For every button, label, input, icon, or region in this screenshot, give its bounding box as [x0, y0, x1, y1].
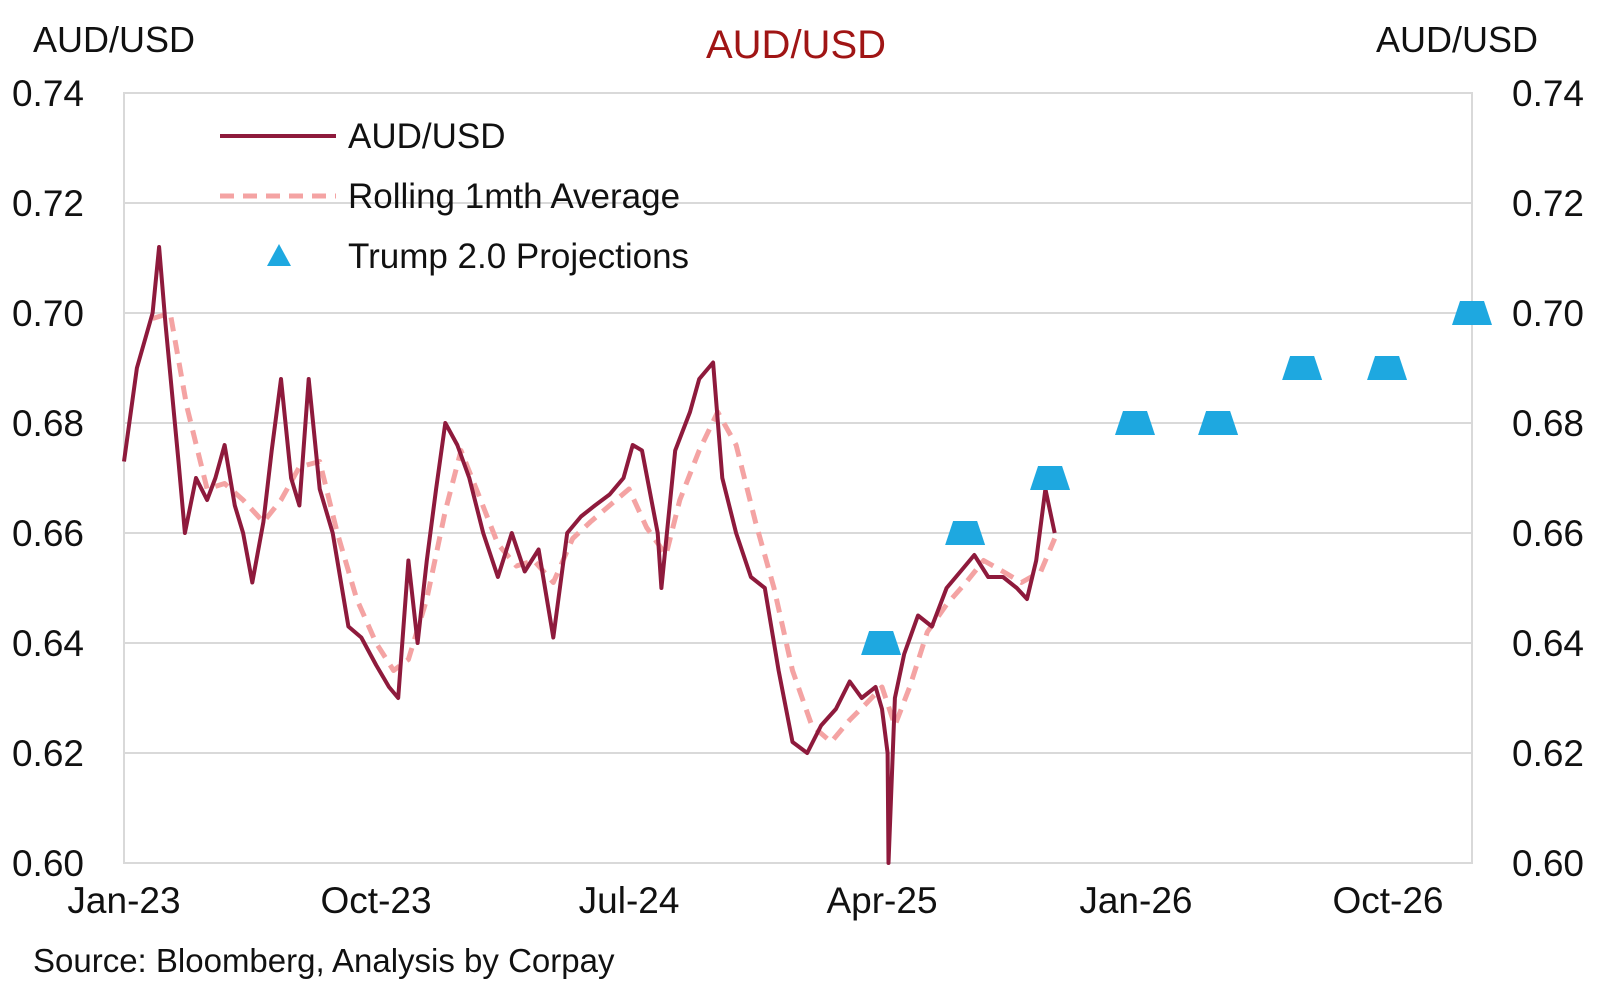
projection-marker: [945, 521, 986, 545]
left-axis-unit: AUD/USD: [33, 19, 195, 60]
projection-marker: [1198, 411, 1239, 435]
legend-label-projection: Trump 2.0 Projections: [348, 237, 689, 276]
y-tick-label-right: 0.64: [1512, 623, 1584, 664]
x-tick-label: Jan-23: [67, 880, 180, 921]
y-tick-label-left: 0.64: [12, 623, 84, 664]
y-tick-label-right: 0.66: [1512, 513, 1584, 554]
projection-marker: [1367, 356, 1408, 380]
y-tick-label-right: 0.68: [1512, 403, 1584, 444]
chart-title: AUD/USD: [706, 23, 886, 67]
y-tick-label-left: 0.68: [12, 403, 84, 444]
plot-frame: [123, 92, 1473, 864]
x-tick-label: Apr-25: [826, 880, 937, 921]
x-tick-labels: Jan-23 Oct-23 Jul-24 Apr-25 Jan-26 Oct-26: [67, 880, 1443, 921]
series-audusd: [122, 245, 1057, 865]
y-tick-label-right: 0.60: [1512, 843, 1584, 884]
y-tick-label-right: 0.70: [1512, 293, 1584, 334]
legend: AUD/USD Rolling 1mth Average Trump 2.0 P…: [220, 117, 689, 276]
y-tick-label-left: 0.72: [12, 183, 84, 224]
y-tick-label-right: 0.74: [1512, 73, 1584, 114]
projection-marker: [1115, 411, 1155, 435]
y-tick-label-left: 0.74: [12, 73, 84, 114]
x-tick-label: Jan-26: [1079, 880, 1192, 921]
projection-marker: [1030, 466, 1071, 490]
grid-lines: [124, 92, 1472, 864]
y-tick-label-left: 0.66: [12, 513, 84, 554]
x-tick-label: Oct-26: [1332, 880, 1443, 921]
y-tick-label-right: 0.72: [1512, 183, 1584, 224]
x-tick-label: Jul-24: [579, 880, 680, 921]
legend-label-audusd: AUD/USD: [348, 117, 506, 156]
y-tick-labels: 0.74 0.74 0.72 0.72 0.70 0.70 0.68 0.68 0.66 0.66…: [12, 73, 1584, 884]
y-tick-label-right: 0.62: [1512, 733, 1584, 774]
projection-marker: [1282, 356, 1323, 380]
y-tick-label-left: 0.60: [12, 843, 84, 884]
series-layer: [122, 245, 1492, 865]
x-tick-label: Oct-23: [321, 880, 432, 921]
projection-marker: [1452, 301, 1492, 325]
legend-swatch-projection: [267, 244, 291, 266]
projection-marker: [861, 631, 902, 655]
right-axis-unit: AUD/USD: [1376, 19, 1538, 60]
source-note: Source: Bloomberg, Analysis by Corpay: [33, 942, 615, 979]
legend-label-rolling: Rolling 1mth Average: [348, 177, 680, 216]
series-rolling-1mth-average: [151, 310, 1058, 745]
y-tick-label-left: 0.70: [12, 293, 84, 334]
y-tick-label-left: 0.62: [12, 733, 84, 774]
